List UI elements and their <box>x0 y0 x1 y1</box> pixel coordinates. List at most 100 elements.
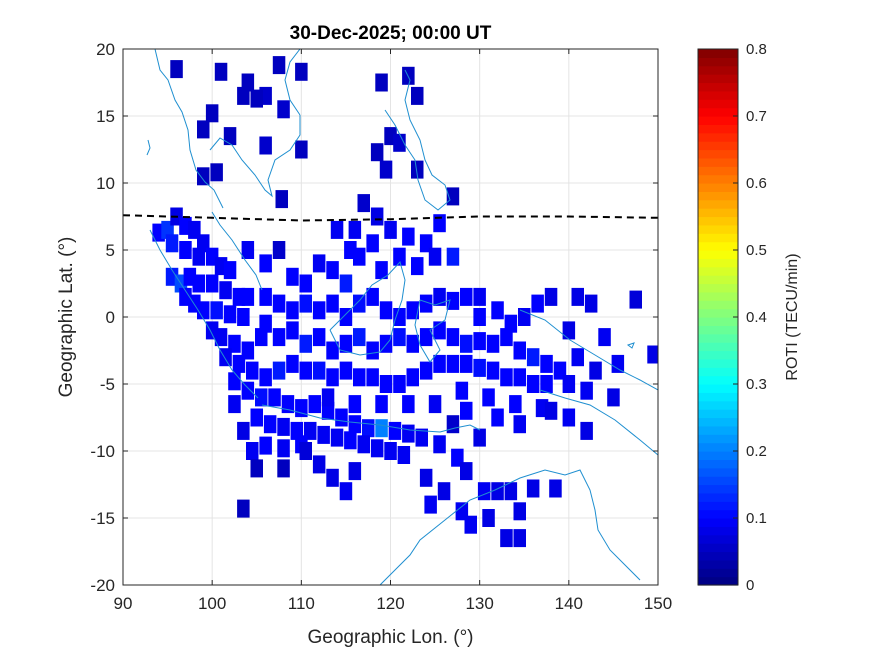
roti-cell <box>170 60 183 79</box>
roti-cell <box>241 287 255 306</box>
roti-cell <box>415 428 428 447</box>
roti-cell <box>629 290 642 309</box>
colorbar-step <box>698 425 738 435</box>
roti-cell <box>375 73 388 92</box>
colorbar-step <box>698 258 738 268</box>
x-tick-label: 90 <box>114 594 133 613</box>
magnetic-equator-line <box>123 214 658 222</box>
roti-cell <box>312 254 326 273</box>
colorbar-step <box>698 241 738 251</box>
roti-cell <box>295 62 308 81</box>
roti-cell <box>513 341 526 360</box>
colorbar-step <box>698 107 738 117</box>
roti-cell <box>509 395 522 414</box>
roti-cell <box>446 291 460 310</box>
roti-cell <box>419 294 433 313</box>
roti-cell <box>370 207 384 226</box>
roti-cell <box>428 247 442 266</box>
colorbar-step <box>698 551 738 561</box>
colorbar-step <box>698 250 738 259</box>
colorbar-step <box>698 216 738 226</box>
x-axis-label: Geographic Lon. (°) <box>307 627 473 648</box>
x-axis-ticks: 90 100 110 120 130 140 150 <box>114 49 672 613</box>
roti-cell <box>339 308 353 326</box>
roti-cell <box>370 439 384 458</box>
roti-cell <box>339 334 353 353</box>
roti-cell <box>580 421 593 440</box>
chart-title: 30-Dec-2025; 00:00 UT <box>290 23 492 44</box>
roti-cell <box>491 408 504 427</box>
roti-cell <box>446 354 460 373</box>
roti-cell <box>286 354 299 373</box>
roti-cell <box>348 415 362 434</box>
colorbar-step <box>698 392 738 402</box>
roti-cell <box>299 274 312 293</box>
colorbar-step <box>698 543 738 553</box>
colorbar-step <box>698 400 738 410</box>
roti-cell <box>299 361 312 380</box>
roti-cell <box>473 332 486 351</box>
colorbar-step <box>698 409 738 419</box>
roti-cell <box>210 163 223 182</box>
colorbar-step <box>698 467 738 477</box>
roti-cell <box>237 499 250 518</box>
roti-cell <box>393 133 406 152</box>
colorbar-step <box>698 291 738 301</box>
roti-cell <box>312 301 326 320</box>
roti-cell <box>237 421 250 440</box>
roti-cell <box>437 482 451 501</box>
roti-cell <box>500 368 513 387</box>
colorbar-step <box>698 300 738 310</box>
roti-cell <box>491 301 504 320</box>
roti-cell <box>259 314 272 333</box>
roti-cell <box>192 247 205 266</box>
roti-cell <box>433 354 446 373</box>
roti-cell <box>598 328 611 347</box>
coastline-australia-north <box>379 469 641 585</box>
roti-cell <box>246 361 259 380</box>
colorbar-tick-label: 0.2 <box>746 443 767 460</box>
roti-cell <box>513 502 526 521</box>
roti-cell <box>214 62 228 81</box>
roti-cell <box>299 294 312 313</box>
roti-cell <box>473 358 486 377</box>
colorbar-step <box>698 166 738 176</box>
roti-cell <box>379 160 393 179</box>
roti-cell <box>433 287 446 306</box>
roti-cell <box>419 361 433 380</box>
roti-cell <box>460 287 473 306</box>
y-tick-label: 5 <box>106 241 115 260</box>
colorbar-step <box>698 325 738 335</box>
roti-cell <box>500 529 513 548</box>
colorbar-step <box>698 191 738 201</box>
colorbar-step <box>698 350 738 360</box>
roti-cell <box>277 417 290 436</box>
coastline-gulf-thailand <box>209 115 301 198</box>
coastline-sumatra <box>149 229 259 399</box>
colorbar-step <box>698 417 738 427</box>
y-tick-label: -5 <box>100 375 115 394</box>
roti-cell <box>326 294 339 313</box>
colorbar-step <box>698 199 738 209</box>
colorbar-step <box>698 358 738 368</box>
y-tick-label: 15 <box>96 107 115 126</box>
roti-cell <box>531 294 544 313</box>
roti-cell <box>312 328 326 347</box>
roti-cell <box>428 395 442 414</box>
roti-cell <box>384 442 397 460</box>
roti-cell <box>272 328 286 347</box>
colorbar-step <box>698 459 738 469</box>
colorbar-step <box>698 317 738 326</box>
roti-cell <box>411 257 424 276</box>
roti-cell <box>353 368 366 387</box>
roti-cell <box>223 305 237 324</box>
colorbar-step <box>698 442 738 452</box>
roti-cell <box>446 415 460 434</box>
colorbar-ticks: 0.8 0.7 0.6 0.5 0.4 0.3 0.2 0.1 0 <box>733 41 767 594</box>
roti-cell <box>344 431 357 450</box>
coastline-mainland-sea <box>154 49 224 209</box>
roti-cell <box>353 328 366 347</box>
roti-cell <box>393 375 406 393</box>
roti-cell <box>308 395 321 414</box>
roti-cell <box>348 220 362 239</box>
